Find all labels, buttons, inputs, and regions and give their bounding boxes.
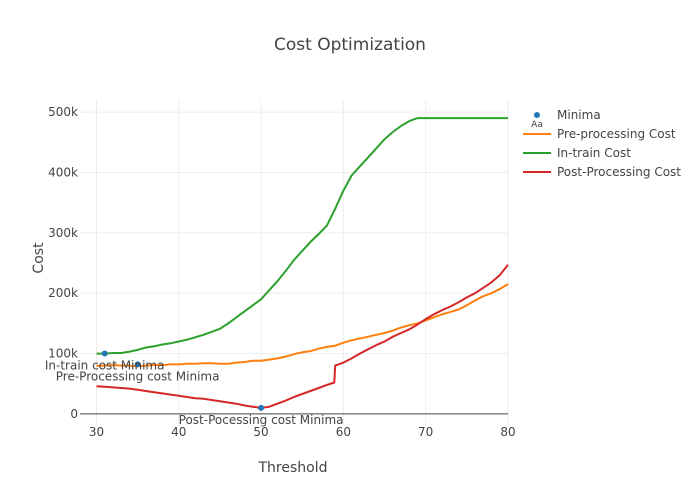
legend-minima-marker-text: Aa: [531, 120, 543, 130]
x-axis-title: Threshold: [258, 460, 328, 476]
legend-item-3[interactable]: Post-Processing Cost: [557, 165, 681, 179]
series-line-2: [96, 117, 508, 355]
minima-point[interactable]: [134, 361, 141, 368]
legend-item-1[interactable]: Pre-processing Cost: [557, 127, 676, 141]
legend-item-minima[interactable]: Minima: [557, 108, 601, 122]
minima-annotation: In-train cost Minima: [45, 359, 165, 373]
x-tick-label: 70: [418, 425, 433, 439]
minima-annotation: Post-Pocessing cost Minima: [179, 413, 344, 427]
minima-point[interactable]: [258, 404, 265, 411]
legend-minima-marker: [534, 112, 540, 118]
series-line-3: [96, 264, 509, 409]
series-line-1: [96, 283, 509, 368]
y-tick-label: 0: [70, 407, 78, 421]
y-tick-label: 300k: [48, 226, 78, 240]
x-axis-ticks: 30 40 50 60 70 80: [89, 425, 516, 439]
x-tick-label: 40: [171, 425, 186, 439]
legend[interactable]: Aa Minima Pre-processing Cost In-train Cost…: [523, 108, 681, 179]
y-tick-label: 500k: [48, 105, 78, 119]
y-tick-label: 400k: [48, 165, 78, 179]
y-axis-title: Cost: [31, 242, 47, 274]
y-tick-label: 100k: [48, 347, 78, 361]
series-lines: [96, 117, 509, 409]
minima-point[interactable]: [101, 350, 108, 357]
legend-item-2[interactable]: In-train Cost: [557, 146, 631, 160]
x-tick-label: 30: [89, 425, 104, 439]
chart-title: Cost Optimization: [274, 35, 426, 55]
x-tick-label: 80: [500, 425, 515, 439]
gridlines: [80, 100, 509, 426]
minima-annotation: Pre-Processing cost Minima: [56, 369, 220, 383]
minima-markers: [101, 350, 265, 411]
x-tick-label: 50: [253, 425, 268, 439]
y-tick-label: 200k: [48, 286, 78, 300]
y-axis-ticks: 0 100k 200k 300k 400k 500k: [48, 105, 78, 421]
x-tick-label: 60: [336, 425, 351, 439]
